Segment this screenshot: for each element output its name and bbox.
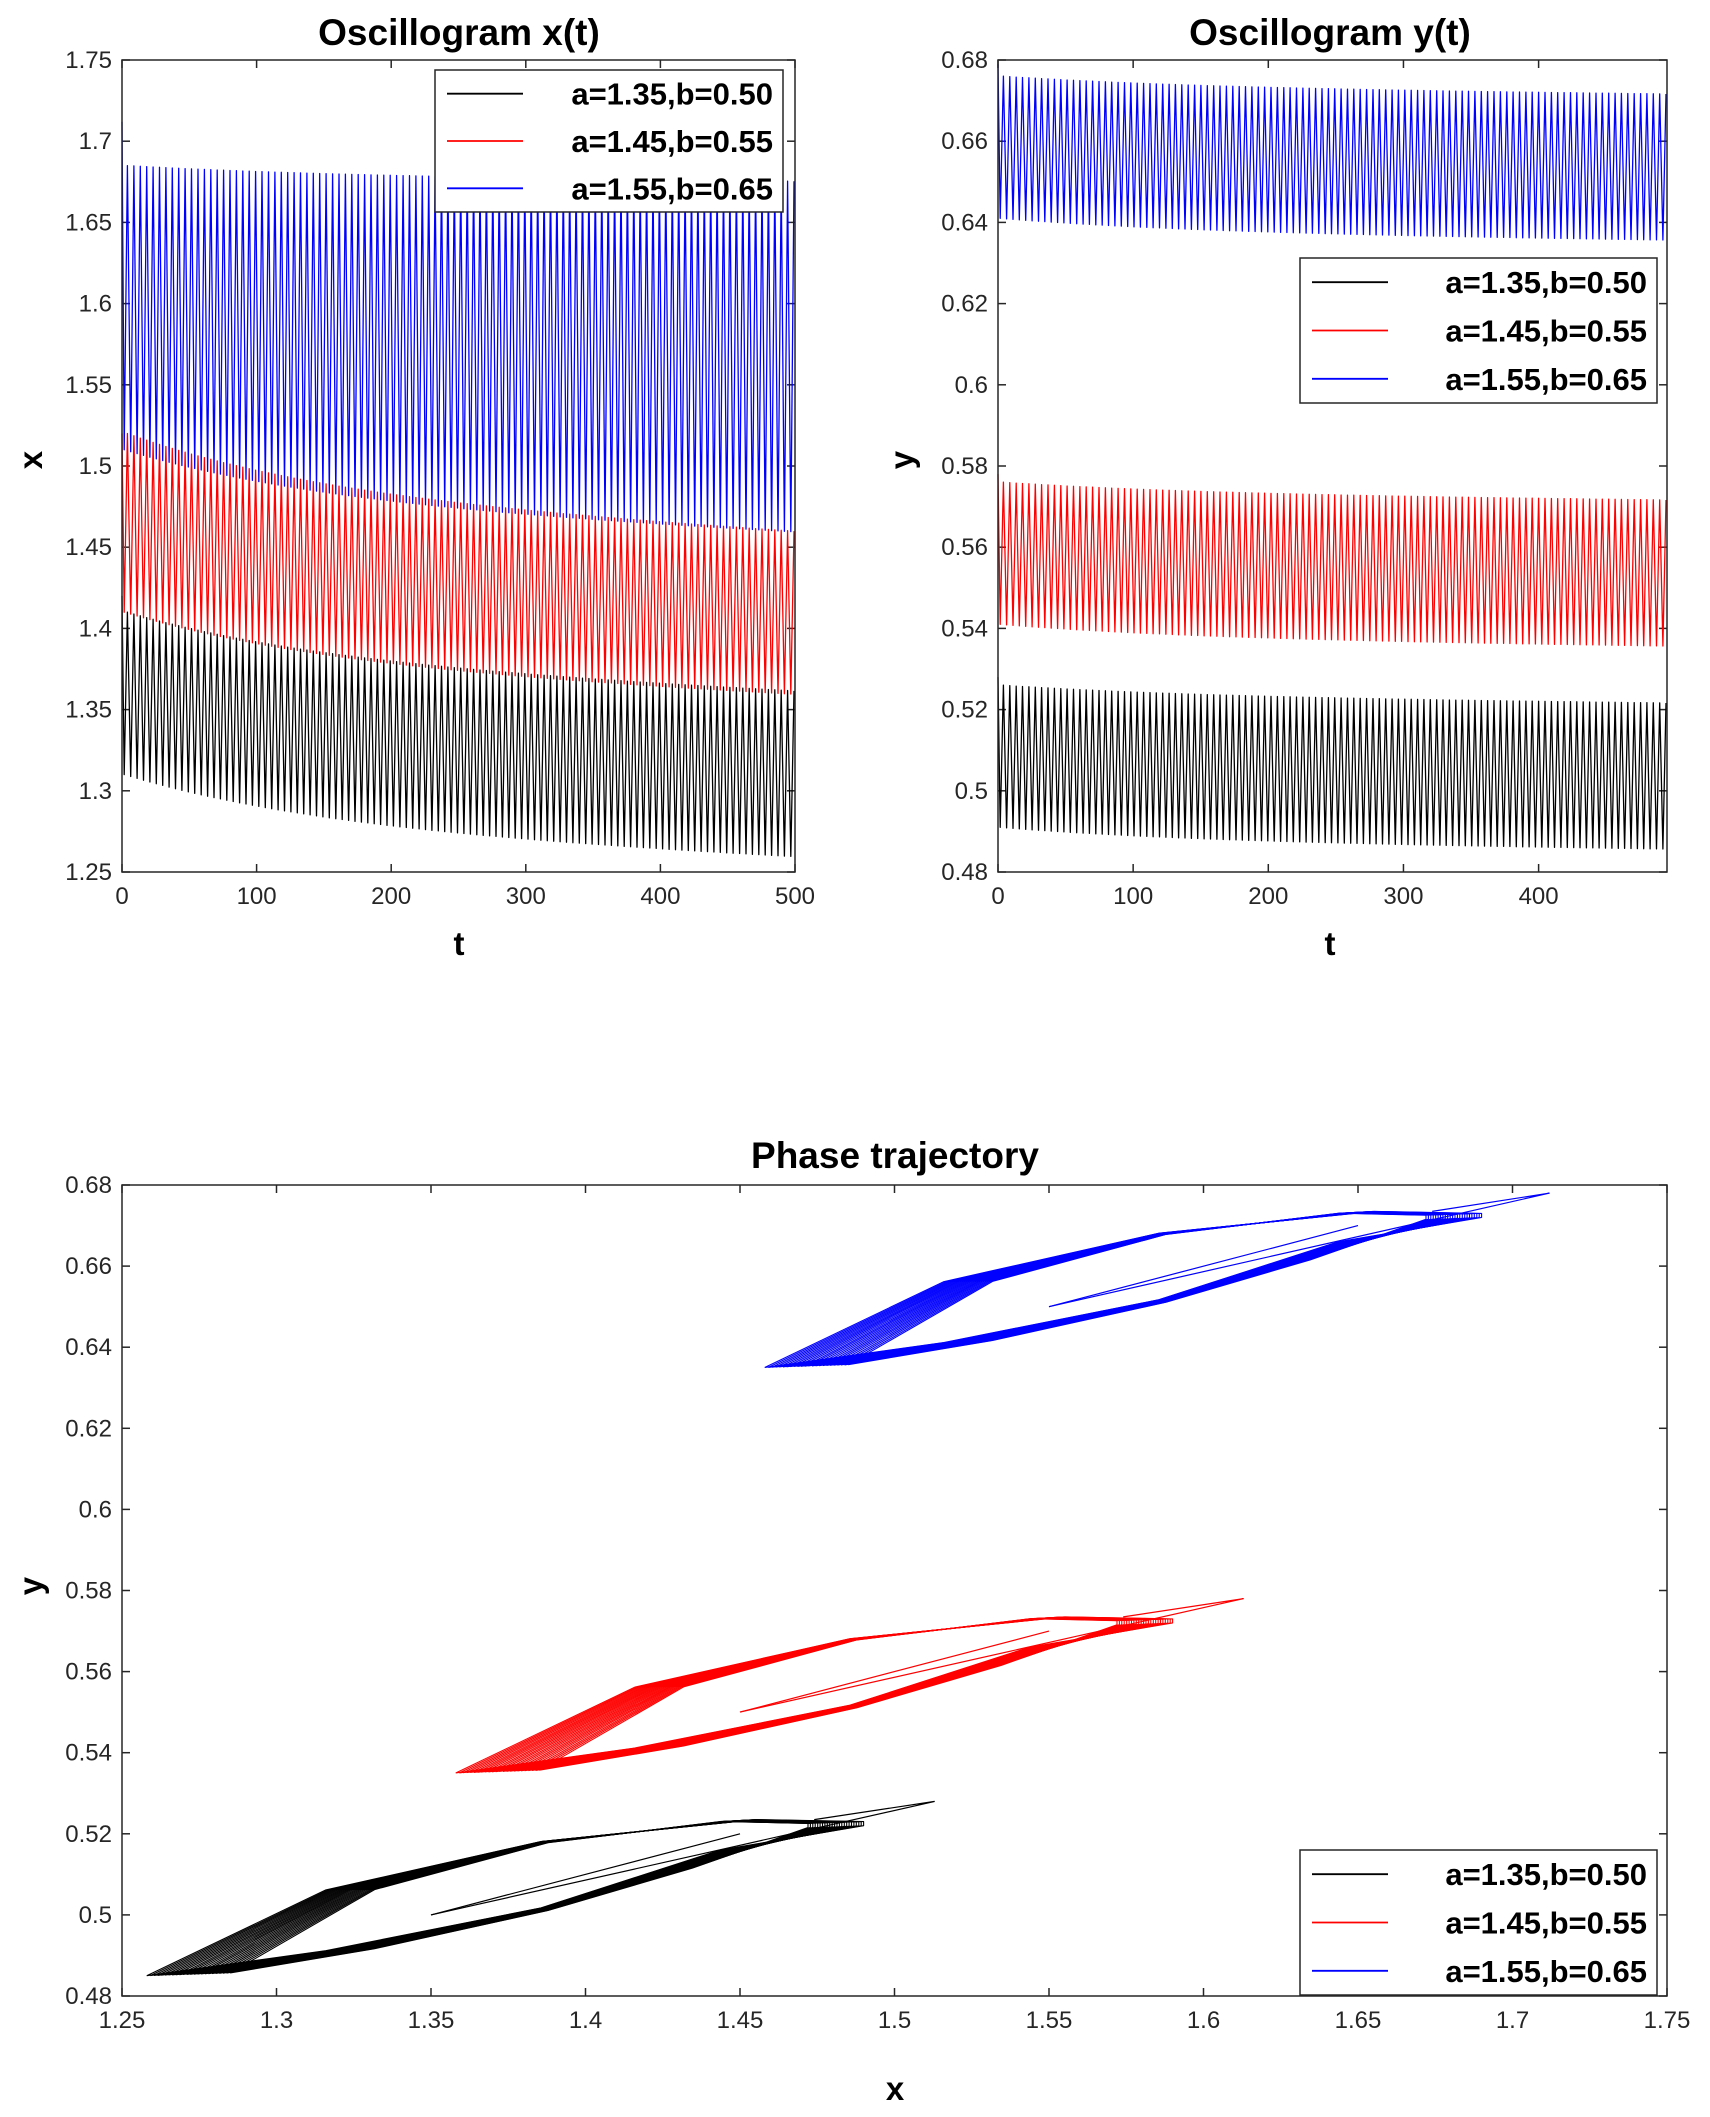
phase-transient [430, 1800, 935, 1916]
chart-title: Phase trajectory [751, 1135, 1039, 1176]
y-tick-label: 1.6 [79, 291, 112, 318]
x-tick-label: 400 [1519, 883, 1559, 910]
y-tick-label: 0.6 [79, 1496, 112, 1523]
y-tick-label: 0.52 [941, 697, 988, 724]
x-tick-label: 1.65 [1335, 2007, 1382, 2034]
y-tick-label: 0.5 [79, 1902, 112, 1929]
series-line [997, 64, 1667, 241]
x-axis-label: t [454, 925, 465, 962]
phase-inner-line [739, 1630, 1050, 1713]
series-line [121, 595, 795, 858]
y-tick-label: 0.58 [941, 453, 988, 480]
phase-transient [739, 1598, 1244, 1713]
phase-trajectory-chart: Phase trajectory x y 1.25 1.3 1.35 1.4 1.45 1… [12, 1135, 1690, 2107]
legend-label: a=1.45,b=0.55 [1445, 1906, 1647, 1941]
chart-title: Oscillogram x(t) [318, 12, 600, 53]
legend: a=1.35,b=0.50 a=1.45,b=0.55 a=1.55,b=0.65 [1299, 1849, 1658, 1996]
legend-label: a=1.55,b=0.65 [1445, 362, 1647, 397]
x-tick-label: 1.55 [1026, 2007, 1073, 2034]
y-tick-label: 0.64 [65, 1334, 112, 1361]
x-tick-label: 400 [640, 883, 680, 910]
legend-label: a=1.35,b=0.50 [1445, 265, 1647, 300]
y-tick-label: 0.58 [65, 1578, 112, 1605]
x-tick-label: 1.45 [717, 2007, 764, 2034]
y-tick-label: 0.66 [941, 128, 988, 155]
y-tick-label: 0.64 [941, 209, 988, 236]
y-axis-label: x [12, 450, 49, 469]
series-line [997, 677, 1667, 850]
y-tick-label: 0.68 [941, 47, 988, 74]
phase-loop [847, 1212, 1427, 1366]
x-tick-label: 1.3 [260, 2007, 293, 2034]
y-tick-label: 0.56 [941, 534, 988, 561]
y-tick-label: 1.4 [79, 615, 112, 642]
y-tick-label: 0.66 [65, 1253, 112, 1280]
y-tick-label: 0.68 [65, 1172, 112, 1199]
phase-inner-line [430, 1833, 741, 1916]
x-axis-label: x [886, 2070, 905, 2107]
y-tick-label: 0.6 [955, 372, 988, 399]
y-tick-label: 1.5 [79, 453, 112, 480]
legend-label: a=1.35,b=0.50 [571, 77, 773, 112]
y-tick-label: 0.56 [65, 1659, 112, 1686]
y-tick-label: 0.62 [65, 1415, 112, 1442]
y-tick-label: 0.48 [65, 1983, 112, 2010]
phase-loop [229, 1820, 809, 1974]
y-axis-label: y [883, 450, 920, 469]
y-tick-label: 0.52 [65, 1821, 112, 1848]
y-axis-label: y [12, 1576, 49, 1595]
y-tick-label: 0.54 [65, 1740, 112, 1767]
x-tick-label: 1.4 [569, 2007, 602, 2034]
x-tick-label: 200 [1248, 883, 1288, 910]
legend-label: a=1.45,b=0.55 [571, 124, 773, 159]
y-tick-label: 0.62 [941, 291, 988, 318]
x-tick-label: 1.35 [408, 2007, 455, 2034]
x-tick-label: 200 [371, 883, 411, 910]
y-tick-label: 0.48 [941, 859, 988, 886]
x-tick-label: 1.75 [1644, 2007, 1691, 2034]
legend-label: a=1.55,b=0.65 [1445, 1954, 1647, 1989]
x-tick-label: 0 [115, 883, 128, 910]
x-axis-label: t [1325, 925, 1336, 962]
x-tick-label: 500 [775, 883, 815, 910]
x-tick-label: 1.25 [99, 2007, 146, 2034]
y-tick-label: 1.65 [65, 209, 112, 236]
y-tick-label: 1.3 [79, 778, 112, 805]
phase-loop [538, 1618, 1118, 1771]
y-tick-label: 1.45 [65, 534, 112, 561]
legend: a=1.35,b=0.50 a=1.45,b=0.55 a=1.55,b=0.65 [434, 69, 784, 213]
x-tick-label: 1.7 [1496, 2007, 1529, 2034]
legend-label: a=1.45,b=0.55 [1445, 314, 1647, 349]
phase-transient [1048, 1192, 1550, 1308]
legend-label: a=1.55,b=0.65 [571, 171, 773, 206]
x-tick-label: 300 [506, 883, 546, 910]
y-tick-label: 1.55 [65, 372, 112, 399]
x-tick-label: 1.6 [1187, 2007, 1220, 2034]
y-tick-label: 1.35 [65, 697, 112, 724]
oscillogram-y-chart: Oscillogram y(t) t y 0 100 200 300 400 0.48 0… [883, 12, 1668, 962]
x-tick-label: 100 [1113, 883, 1153, 910]
x-tick-label: 100 [237, 883, 277, 910]
y-tick-label: 1.7 [79, 128, 112, 155]
y-tick-label: 1.25 [65, 859, 112, 886]
phase-inner-line [1048, 1225, 1359, 1308]
series-line [997, 474, 1667, 647]
legend: a=1.35,b=0.50 a=1.45,b=0.55 a=1.55,b=0.65 [1299, 257, 1658, 404]
x-tick-label: 0 [991, 883, 1004, 910]
series-line [121, 121, 795, 533]
x-tick-label: 300 [1383, 883, 1423, 910]
oscillogram-x-chart: Oscillogram x(t) t x 0 100 200 300 400 500 1.… [12, 12, 815, 962]
y-tick-label: 0.5 [955, 778, 988, 805]
chart-title: Oscillogram y(t) [1189, 12, 1471, 53]
series-line [121, 432, 795, 695]
y-tick-label: 1.75 [65, 47, 112, 74]
legend-label: a=1.35,b=0.50 [1445, 1857, 1647, 1892]
x-tick-label: 1.5 [878, 2007, 911, 2034]
y-tick-label: 0.54 [941, 615, 988, 642]
